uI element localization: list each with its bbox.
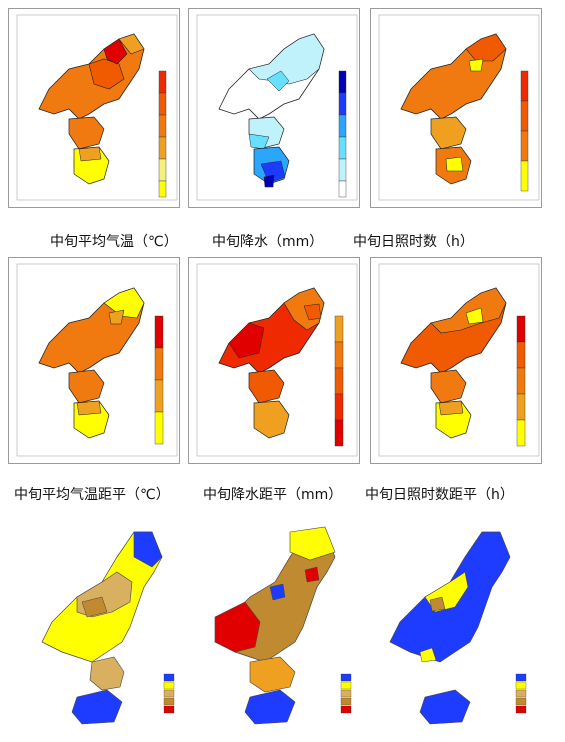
map-panel-drought-2 (195, 512, 367, 734)
map-panel-avg-temperature (8, 8, 180, 208)
map-panel-precipitation-anomaly (188, 257, 360, 464)
map-svg-precipitation-anomaly (196, 263, 358, 457)
map-panel-sunshine (370, 8, 542, 208)
map-svg-drought-3 (389, 531, 527, 725)
legend-precipitation-anomaly (334, 315, 344, 447)
map-svg-drought-1 (41, 531, 175, 725)
map-svg-drought-2 (214, 526, 352, 725)
map-svg-sunshine-anomaly (378, 263, 540, 457)
map-panel-sunshine-anomaly (370, 257, 542, 464)
caption-sunshine-anomaly: 中旬日照时数距平（h） (365, 487, 514, 503)
legend-drought-1 (163, 673, 175, 714)
legend-drought-2 (340, 673, 352, 714)
legend-sunshine-anomaly (516, 315, 526, 447)
legend-precipitation (338, 70, 347, 198)
legend-drought-3 (515, 673, 527, 714)
map-panel-temperature-anomaly (8, 257, 180, 464)
legend-sunshine (520, 70, 529, 192)
caption-precipitation-anomaly: 中旬降水距平（mm） (203, 487, 343, 503)
caption-sunshine: 中旬日照时数（h） (353, 234, 474, 250)
map-panel-drought-3 (370, 512, 542, 734)
legend-avg-temperature (158, 70, 167, 198)
map-panel-drought-1 (22, 512, 192, 734)
caption-avg-temperature: 中旬平均气温（℃） (50, 234, 178, 250)
map-panel-precipitation (188, 8, 360, 208)
map-svg-precipitation (196, 14, 358, 201)
caption-precipitation: 中旬降水（mm） (212, 234, 324, 250)
map-svg-sunshine (378, 14, 540, 201)
caption-temperature-anomaly: 中旬平均气温距平（℃） (14, 487, 170, 503)
legend-temperature-anomaly (154, 315, 164, 445)
map-svg-temperature-anomaly (16, 263, 178, 457)
map-svg-avg-temperature (16, 14, 178, 201)
